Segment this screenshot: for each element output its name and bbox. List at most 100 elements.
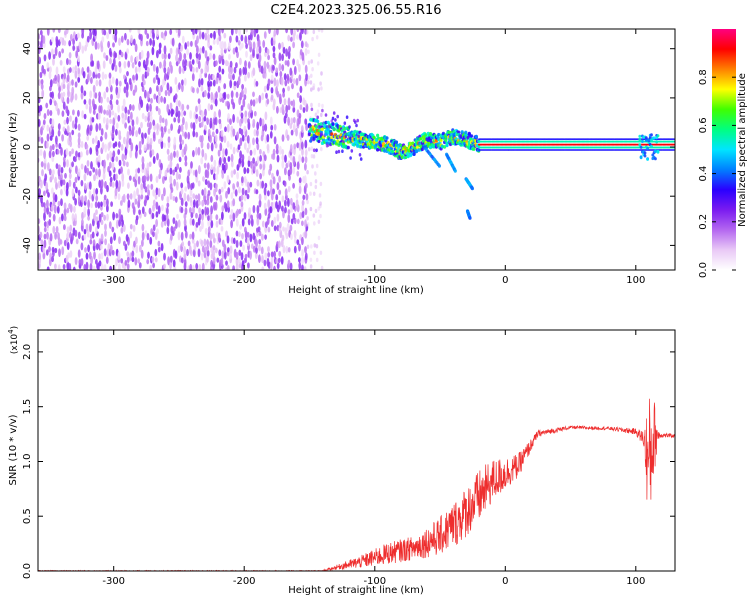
heat-cell (283, 73, 287, 81)
heat-cell (298, 243, 301, 252)
heat-cell (174, 250, 178, 259)
heat-cell (122, 193, 126, 203)
heat-cell (170, 233, 173, 241)
heat-cell (118, 141, 121, 148)
heat-cell (95, 123, 99, 133)
heat-cell (241, 154, 245, 162)
heat-cell (150, 59, 154, 66)
heat-cell (236, 208, 240, 217)
heat-cell (281, 195, 285, 203)
heat-cell (98, 91, 101, 98)
heat-cell (153, 93, 157, 100)
heat-cell (201, 148, 205, 158)
heat-cell (169, 29, 173, 35)
snr-multiplier-close: ) (10, 326, 20, 330)
heat-cell (138, 127, 141, 135)
heat-cell (255, 189, 259, 195)
heat-cell (118, 180, 121, 190)
heat-cell (258, 53, 262, 63)
heat-cell (49, 233, 53, 242)
heat-cell (179, 134, 182, 144)
heat-cell (74, 93, 78, 101)
heat-cell (334, 118, 337, 122)
heat-cell (152, 39, 156, 48)
heat-cell (654, 149, 657, 154)
heat-cell (232, 146, 236, 155)
heat-cell (276, 79, 279, 88)
heat-cell (244, 189, 248, 196)
heat-cell (103, 91, 107, 99)
heat-cell (112, 117, 116, 126)
heat-cell (290, 233, 293, 240)
heat-cell (158, 138, 161, 145)
heat-cell (287, 116, 290, 126)
heat-cell (115, 99, 119, 106)
heat-cell (169, 191, 173, 200)
heat-cell (207, 190, 211, 197)
heat-cell (310, 102, 313, 108)
heat-cell (94, 92, 98, 99)
heat-cell (74, 176, 78, 184)
heat-cell (51, 155, 55, 163)
heat-cell (188, 60, 192, 70)
heat-cell (163, 263, 166, 269)
heat-cell (309, 181, 313, 187)
heat-cell (256, 217, 260, 226)
heat-cell (201, 46, 205, 54)
heat-cell (281, 64, 285, 72)
heat-cell (240, 34, 244, 42)
heat-cell (281, 205, 284, 212)
heat-cell (195, 263, 199, 270)
heat-cell (154, 257, 158, 263)
heat-cell (354, 120, 357, 124)
y-tick-label: 0.5 (22, 508, 33, 524)
heat-cell (320, 265, 324, 270)
heat-cell (408, 153, 413, 158)
heat-cell (91, 231, 95, 239)
heat-cell (232, 73, 235, 81)
heat-cell (163, 252, 166, 261)
heat-cell (283, 180, 287, 187)
heat-cell (118, 37, 121, 46)
heat-cell (273, 77, 277, 87)
heat-cell (169, 175, 173, 185)
heat-cell (69, 231, 72, 239)
heat-cell (161, 193, 164, 201)
heat-cell (238, 67, 242, 76)
heat-cell (207, 215, 210, 222)
heat-cell (113, 232, 116, 241)
heat-cell (57, 200, 61, 207)
heat-cell (315, 148, 318, 152)
heat-cell (356, 118, 360, 123)
x-tick-label: -100 (363, 275, 386, 286)
heat-cell (317, 235, 321, 241)
heat-cell (129, 230, 133, 239)
heat-cell (230, 191, 234, 200)
heat-cell (244, 35, 248, 45)
heat-cell (51, 187, 54, 195)
heat-cell (272, 98, 276, 106)
heat-cell (72, 109, 75, 116)
snr-frame (37, 329, 676, 572)
heat-cell (94, 41, 98, 50)
heat-cell (279, 145, 282, 155)
heat-cell (62, 66, 66, 73)
heat-cell (206, 63, 210, 73)
heat-cell (49, 109, 53, 117)
heat-cell (158, 42, 162, 49)
heat-cell (273, 225, 277, 232)
heat-cell (86, 167, 90, 176)
heat-cell (166, 207, 169, 215)
heat-cell (441, 131, 445, 136)
heat-cell (287, 85, 290, 92)
heat-cell (215, 128, 219, 135)
heat-cell (416, 145, 420, 150)
heat-cell (100, 263, 104, 270)
heat-cell (149, 137, 153, 146)
heat-cell (286, 73, 290, 81)
heat-cell (309, 206, 313, 212)
heat-cell (282, 245, 286, 254)
heat-cell (186, 104, 190, 110)
heat-cell (276, 154, 280, 163)
heat-cell (201, 110, 204, 119)
